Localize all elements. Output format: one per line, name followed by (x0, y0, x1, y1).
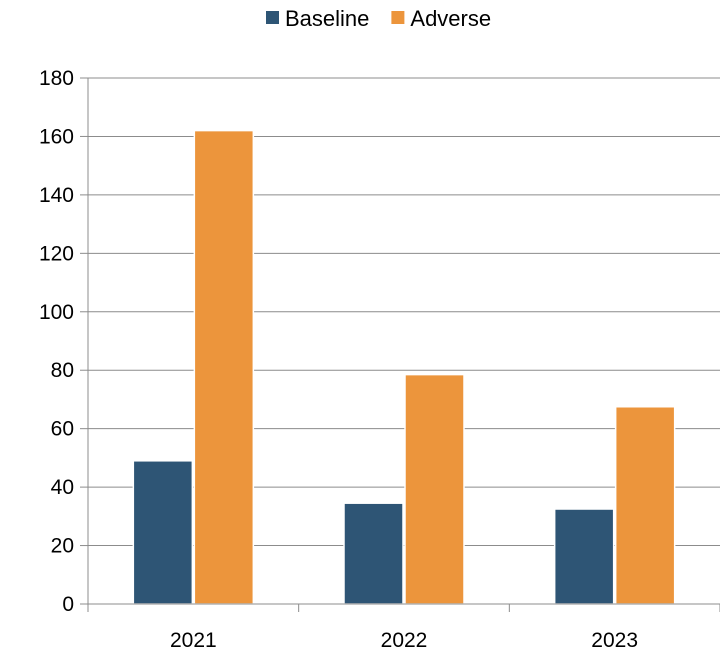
x-axis-tick-labels: 2021 2022 2023 (170, 629, 638, 652)
x-tick-label: 2021 (170, 629, 217, 652)
y-tick-label: 20 (51, 535, 74, 558)
y-tick-label: 40 (51, 476, 74, 499)
bar-baseline-2022 (343, 502, 404, 605)
x-tick-label: 2023 (591, 629, 638, 652)
legend-swatch (391, 11, 405, 24)
legend-item-adverse: Adverse (391, 6, 491, 31)
legend: Baseline Adverse (266, 6, 491, 31)
bar-baseline-2023 (553, 508, 615, 605)
axes (80, 77, 720, 612)
y-tick-label: 100 (39, 301, 74, 324)
y-tick-label: 180 (39, 67, 74, 90)
y-tick-label: 80 (51, 359, 74, 382)
y-tick-label: 60 (51, 418, 74, 441)
bar-adverse-2022 (404, 373, 465, 605)
y-axis-tick-labels: 0 20 40 60 80 100 120 140 160 180 (39, 67, 74, 616)
gridlines (88, 77, 720, 605)
bar-adverse-2023 (614, 406, 676, 605)
y-tick-label: 160 (39, 125, 74, 148)
y-tick-label: 0 (62, 593, 74, 616)
bar-baseline-2021 (132, 460, 194, 605)
legend-label: Adverse (410, 6, 491, 31)
legend-item-baseline: Baseline (266, 6, 369, 31)
bar-adverse-2021 (193, 129, 255, 605)
y-tick-label: 140 (39, 184, 74, 207)
bars (132, 129, 676, 605)
legend-swatch (266, 11, 279, 24)
x-tick-label: 2022 (381, 629, 428, 652)
legend-label: Baseline (285, 6, 369, 31)
y-tick-label: 120 (39, 242, 74, 265)
